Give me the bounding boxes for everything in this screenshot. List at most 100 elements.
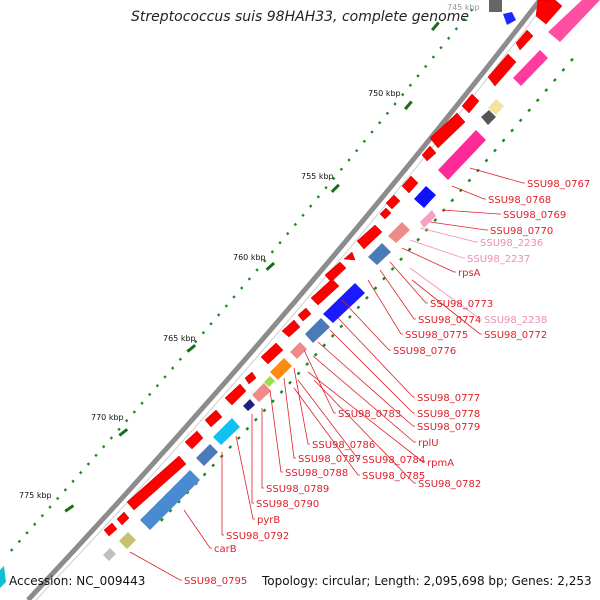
guide-dot [423,64,428,69]
cds-feature[interactable] [356,224,383,250]
feature-block-lightyellow[interactable] [488,99,504,115]
feature-block-pink[interactable] [290,342,307,359]
gene-label[interactable]: SSU98_0772 [484,330,547,341]
scale-label: 750 kbp [368,89,401,98]
leader-line [312,355,416,443]
cds-feature[interactable] [429,112,466,149]
scale-label: 770 kbp [91,413,124,422]
feature-block-cyan[interactable] [213,418,240,445]
guide-dot [101,445,106,449]
gene-label[interactable]: SSU98_0790 [256,499,319,510]
feature-block-blue[interactable] [414,186,436,208]
gene-label[interactable]: SSU98_0774 [418,315,481,326]
cds-feature[interactable] [260,342,284,365]
gene-label[interactable]: SSU98_0770 [490,226,553,237]
gene-label[interactable]: rplU [418,438,439,449]
cds-feature[interactable] [103,522,118,537]
feature-block-salmon[interactable] [252,383,271,402]
cds-feature[interactable] [224,383,247,406]
feature-block-pink[interactable] [548,0,600,42]
feature-block-steelblue[interactable] [140,470,200,530]
leader-line [183,509,212,549]
cds-feature[interactable] [385,194,401,210]
guide-dot [253,417,258,422]
feature-block-pink[interactable] [388,222,410,243]
scale-tick [118,428,129,437]
gene-label[interactable]: pyrB [257,515,280,526]
gene-label[interactable]: SSU98_0767 [527,179,590,190]
cds-feature[interactable] [244,371,257,385]
gene-label[interactable]: rpmA [427,458,454,469]
gene-label[interactable]: SSU98_0784 [362,455,425,466]
gene-label[interactable]: SSU98_0779 [417,422,480,433]
cds-feature[interactable] [184,430,204,450]
cds-feature[interactable] [116,511,130,526]
gene-label[interactable]: SSU98_0795 [184,576,247,587]
feature-block-navy[interactable] [243,399,255,411]
feature-block-steelblue[interactable] [368,243,391,265]
cds-feature[interactable] [401,175,419,194]
gene-label[interactable]: SSU98_0792 [226,531,289,542]
cds-feature[interactable] [343,251,356,261]
guide-dot [262,408,267,413]
guide-dot [356,305,361,310]
feature-block-olive[interactable] [119,532,136,549]
feature-block-darkgray[interactable] [481,110,496,125]
cds-feature[interactable] [297,307,312,322]
gene-label[interactable]: SSU98_0782 [418,479,481,490]
gene-label[interactable]: SSU98_2238 [484,315,547,326]
feature-block-orange[interactable] [270,358,292,380]
leader-line [129,551,182,581]
guide-dot [373,286,378,291]
gene-label[interactable]: SSU98_0775 [405,330,468,341]
gene-label[interactable]: SSU98_0778 [417,409,480,420]
gene-label[interactable]: SSU98_0786 [312,440,375,451]
guide-dot [316,195,321,199]
cds-feature[interactable] [461,93,480,114]
feature-block-steelblue[interactable] [305,318,330,343]
guide-dot [140,401,144,405]
guide-dot [245,426,250,431]
gene-label[interactable]: SSU98_0777 [417,393,480,404]
feature-block-magenta[interactable] [438,130,486,180]
gene-label[interactable]: SSU98_0776 [393,346,456,357]
feature-block-pink[interactable] [420,210,436,228]
cds-feature[interactable] [535,0,563,25]
feature-block-gray[interactable] [489,0,502,12]
gene-label[interactable]: SSU98_0787 [298,454,361,465]
gene-label[interactable]: SSU98_0785 [362,471,425,482]
feature-block-lightgray[interactable] [103,548,116,561]
gene-label[interactable]: SSU98_0788 [285,468,348,479]
feature-block-blue[interactable] [503,12,516,25]
guide-dot [177,499,181,504]
cds-feature[interactable] [421,145,437,162]
cds-feature[interactable] [281,319,301,338]
guide-dot [462,17,466,22]
cds-feature[interactable] [310,278,340,306]
guide-dot [501,138,506,143]
feature-block-magenta[interactable] [513,50,548,86]
cds-feature[interactable] [515,29,534,51]
feature-block-lime[interactable] [264,376,275,387]
feature-block-teal[interactable] [0,566,6,588]
gene-label[interactable]: SSU98_0773 [430,299,493,310]
gene-label[interactable]: rpsA [458,268,481,279]
gene-label[interactable]: SSU98_2236 [480,238,543,249]
gene-label[interactable]: SSU98_0769 [503,210,566,221]
gene-label[interactable]: SSU98_0789 [266,484,329,495]
cds-feature[interactable] [487,53,517,87]
gene-label[interactable]: SSU98_0783 [338,409,401,420]
feature-block-steelblue[interactable] [196,444,218,466]
cds-feature[interactable] [324,261,347,283]
guide-dot [109,436,114,440]
cds-feature[interactable] [379,207,392,220]
cds-feature[interactable] [204,409,223,428]
guide-dot [202,472,207,477]
feature-block-blue[interactable] [323,283,365,323]
gene-label[interactable]: SSU98_2237 [467,254,530,265]
gene-label[interactable]: SSU98_0768 [488,195,551,206]
gene-label[interactable]: carB [214,544,237,555]
cds-feature[interactable] [126,455,187,511]
scale-ticks [64,21,440,513]
guide-dot [378,121,382,125]
